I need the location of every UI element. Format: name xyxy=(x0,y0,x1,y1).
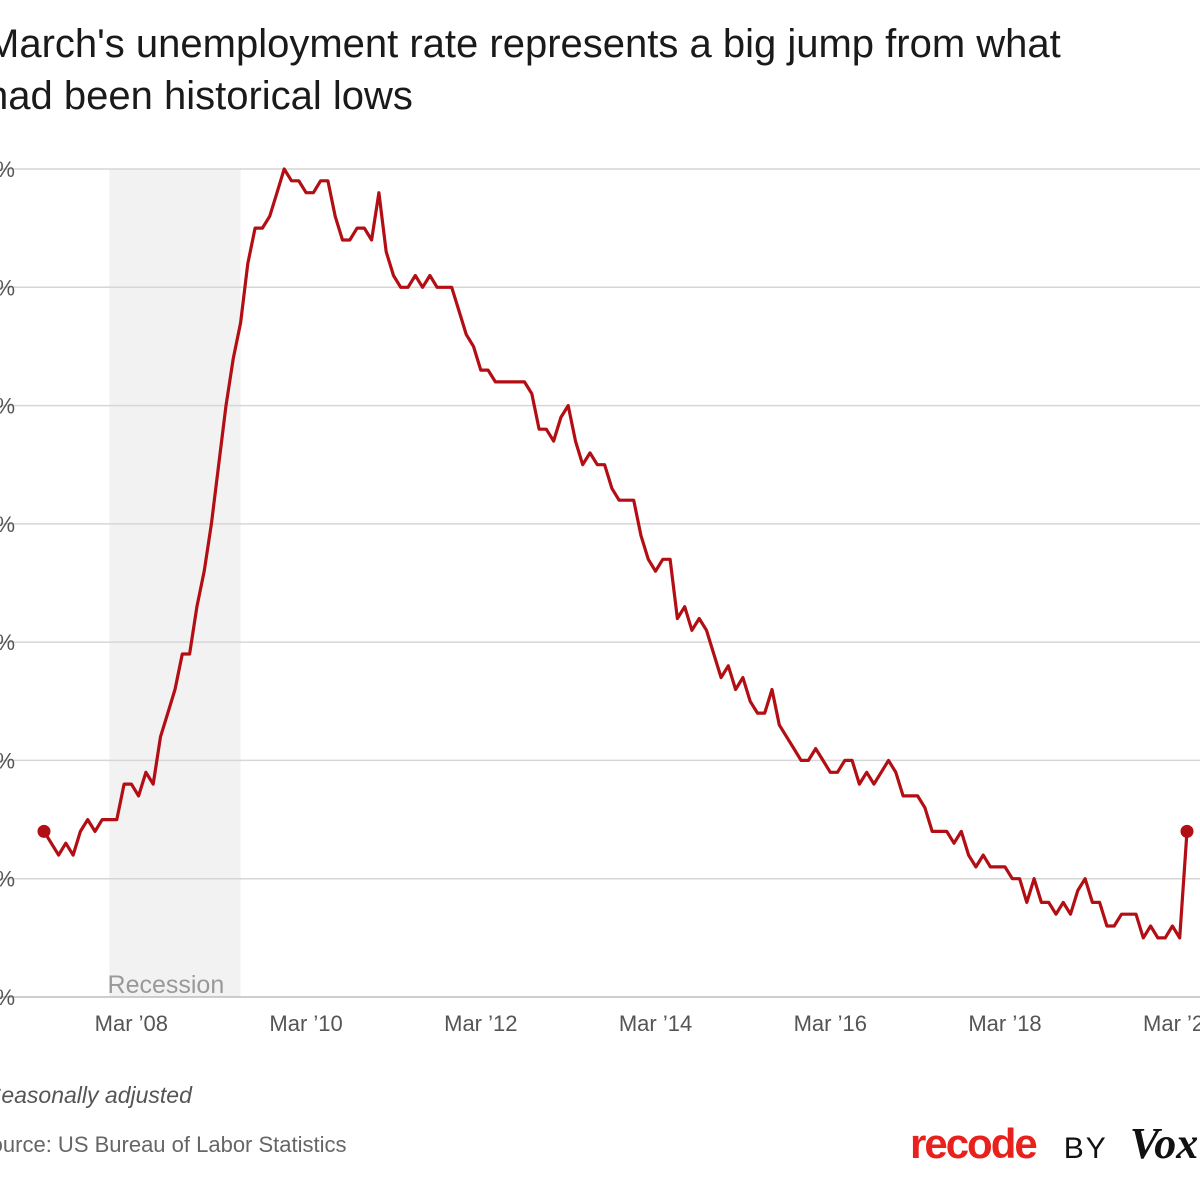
end-point-marker xyxy=(1180,824,1194,838)
y-tick-label-5pct: 5% xyxy=(0,748,15,773)
y-tick-label-10pct: 10% xyxy=(0,157,15,182)
x-tick-label: Mar ’12 xyxy=(444,1011,517,1036)
y-tick-label-8pct: 8% xyxy=(0,394,15,419)
unemployment-rate-line xyxy=(42,167,1189,940)
x-tick-label: Mar ’18 xyxy=(968,1011,1041,1036)
source-note: Source: US Bureau of Labor Statistics xyxy=(0,1132,347,1157)
vox-logo: Vox xyxy=(1129,1119,1199,1168)
x-axis-ticks: Mar ’08 Mar ’10 Mar ’12 Mar ’14 Mar ’16 Mar ’… xyxy=(95,1011,1200,1036)
chart-title-line-2: had been historical lows xyxy=(0,74,413,118)
x-tick-label: Mar ’16 xyxy=(794,1011,867,1036)
chart-title: March's unemployment rate represents a b… xyxy=(0,18,1200,122)
recode-logo: recode xyxy=(910,1120,1038,1167)
chart-title-line-1: March's unemployment rate represents a b… xyxy=(0,22,1061,66)
seasonal-adjustment-note: Seasonally adjusted xyxy=(0,1082,192,1108)
x-tick-label: Mar ’08 xyxy=(95,1011,168,1036)
x-tick-label: Mar ’20 xyxy=(1143,1011,1200,1036)
y-tick-label-4pct: 4% xyxy=(0,867,15,892)
y-tick-label-7pct: 7% xyxy=(0,512,15,537)
recession-band xyxy=(109,169,241,997)
brand-logo: recode BY Vox xyxy=(910,1118,1198,1169)
gridlines xyxy=(0,168,1200,998)
recession-label: Recession xyxy=(108,971,225,999)
y-tick-label-3pct: 3% xyxy=(0,985,15,1010)
series-group xyxy=(37,167,1194,940)
x-tick-label: Mar ’10 xyxy=(269,1011,342,1036)
brand-by-label: BY xyxy=(1063,1132,1108,1165)
recession-band-group: Recession xyxy=(108,169,241,999)
y-tick-label-6pct: 6% xyxy=(0,630,15,655)
x-tick-label: Mar ’14 xyxy=(619,1011,692,1036)
start-point-marker xyxy=(37,824,51,838)
y-tick-label-9pct: 9% xyxy=(0,275,15,300)
y-axis-ticks: 3% 4% 5% 6% 7% 8% 9% 10% xyxy=(0,157,15,1010)
